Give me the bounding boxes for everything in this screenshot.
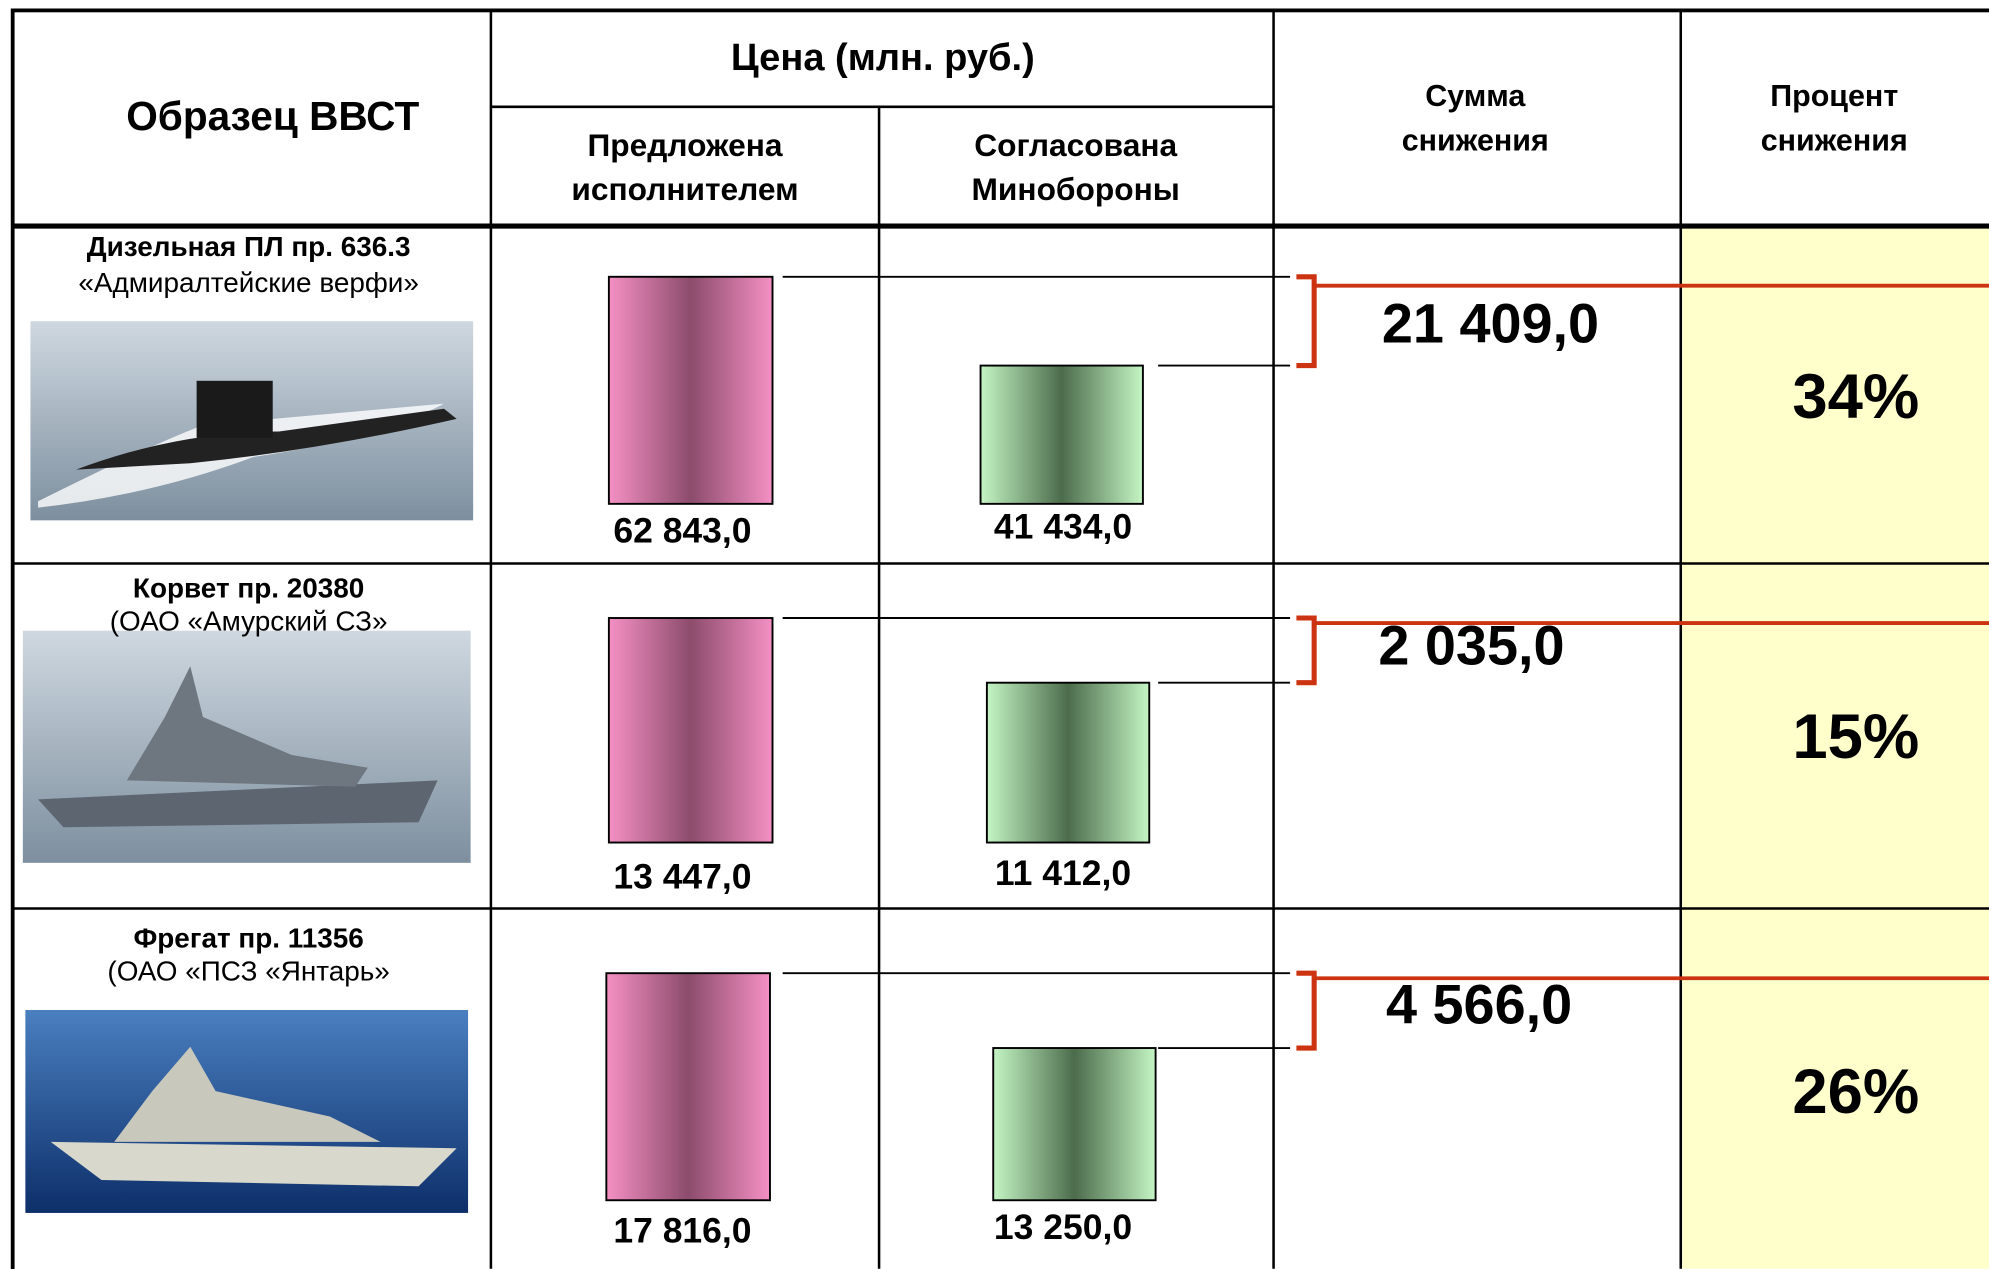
header-proposed: исполнителем xyxy=(571,171,798,207)
header-price: Цена (млн. руб.) xyxy=(731,37,1035,79)
proposed-value: 17 816,0 xyxy=(613,1211,751,1251)
reduction-value: 2 035,0 xyxy=(1378,613,1564,676)
agreed-value: 41 434,0 xyxy=(994,507,1132,547)
item-maker: (ОАО «ПСЗ «Янтарь» xyxy=(107,956,389,987)
header-reduction-sum: снижения xyxy=(1402,123,1549,157)
header-agreed: Согласована xyxy=(974,127,1177,163)
item-name: Корвет пр. 20380 xyxy=(133,572,364,603)
agreed-value: 13 250,0 xyxy=(994,1207,1132,1247)
proposed-bar xyxy=(605,972,771,1202)
agreed-bar xyxy=(985,681,1151,844)
item-name: Дизельная ПЛ пр. 636.3 xyxy=(87,231,411,262)
proposed-value: 13 447,0 xyxy=(613,857,751,897)
table-grid xyxy=(10,8,1989,1269)
reduction-percent: 26% xyxy=(1792,1057,1919,1127)
agreed-bar xyxy=(992,1047,1157,1202)
photo xyxy=(25,1009,469,1213)
bracket xyxy=(1296,970,1317,1051)
photo xyxy=(22,630,471,863)
item-name: Фрегат пр. 11356 xyxy=(133,923,363,954)
item-maker: (ОАО «Амурский СЗ» xyxy=(110,605,388,636)
header-agreed: Минобороны xyxy=(972,171,1180,207)
proposed-bar xyxy=(607,617,774,844)
bracket xyxy=(1296,274,1317,369)
reduction-value: 4 566,0 xyxy=(1386,972,1572,1035)
reduction-percent: 34% xyxy=(1792,362,1919,432)
item-maker: «Адмиралтейские верфи» xyxy=(78,267,419,298)
header-sample: Образец ВВСТ xyxy=(126,93,419,139)
proposed-bar xyxy=(607,275,774,505)
photo xyxy=(30,321,474,521)
header-reduction-sum: Сумма xyxy=(1425,79,1526,113)
bracket xyxy=(1296,615,1317,686)
reduction-percent: 15% xyxy=(1792,702,1919,772)
header-reduction-percent: снижения xyxy=(1761,123,1908,157)
agreed-value: 11 412,0 xyxy=(995,853,1131,893)
header-reduction-percent: Процент xyxy=(1770,79,1898,113)
percent-column xyxy=(1680,226,1989,1269)
proposed-value: 62 843,0 xyxy=(613,510,751,550)
reduction-value: 21 409,0 xyxy=(1382,291,1599,354)
header-proposed: Предложена xyxy=(587,127,782,163)
agreed-bar xyxy=(979,364,1144,505)
